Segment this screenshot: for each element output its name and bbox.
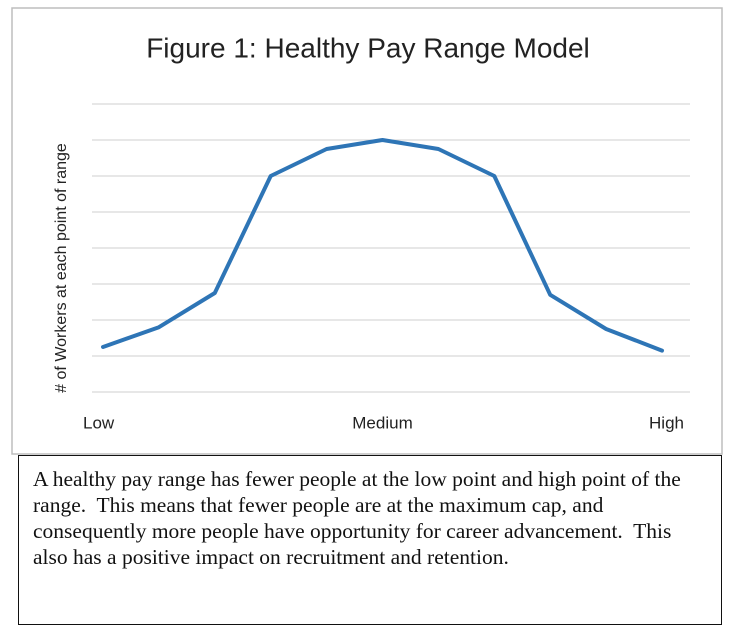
caption: A healthy pay range has fewer people at … (18, 455, 722, 625)
data-line (101, 138, 664, 353)
chart-frame (11, 7, 723, 455)
y-axis-label: # of Workers at each point of range (53, 143, 70, 393)
chart-title: Figure 1: Healthy Pay Range Model (146, 32, 590, 63)
chart: Figure 1: Healthy Pay Range Model # of W… (11, 7, 723, 455)
x-tick-label: Low (83, 413, 115, 432)
x-tick-label: Medium (352, 413, 412, 432)
x-tick-label: High (649, 413, 684, 432)
